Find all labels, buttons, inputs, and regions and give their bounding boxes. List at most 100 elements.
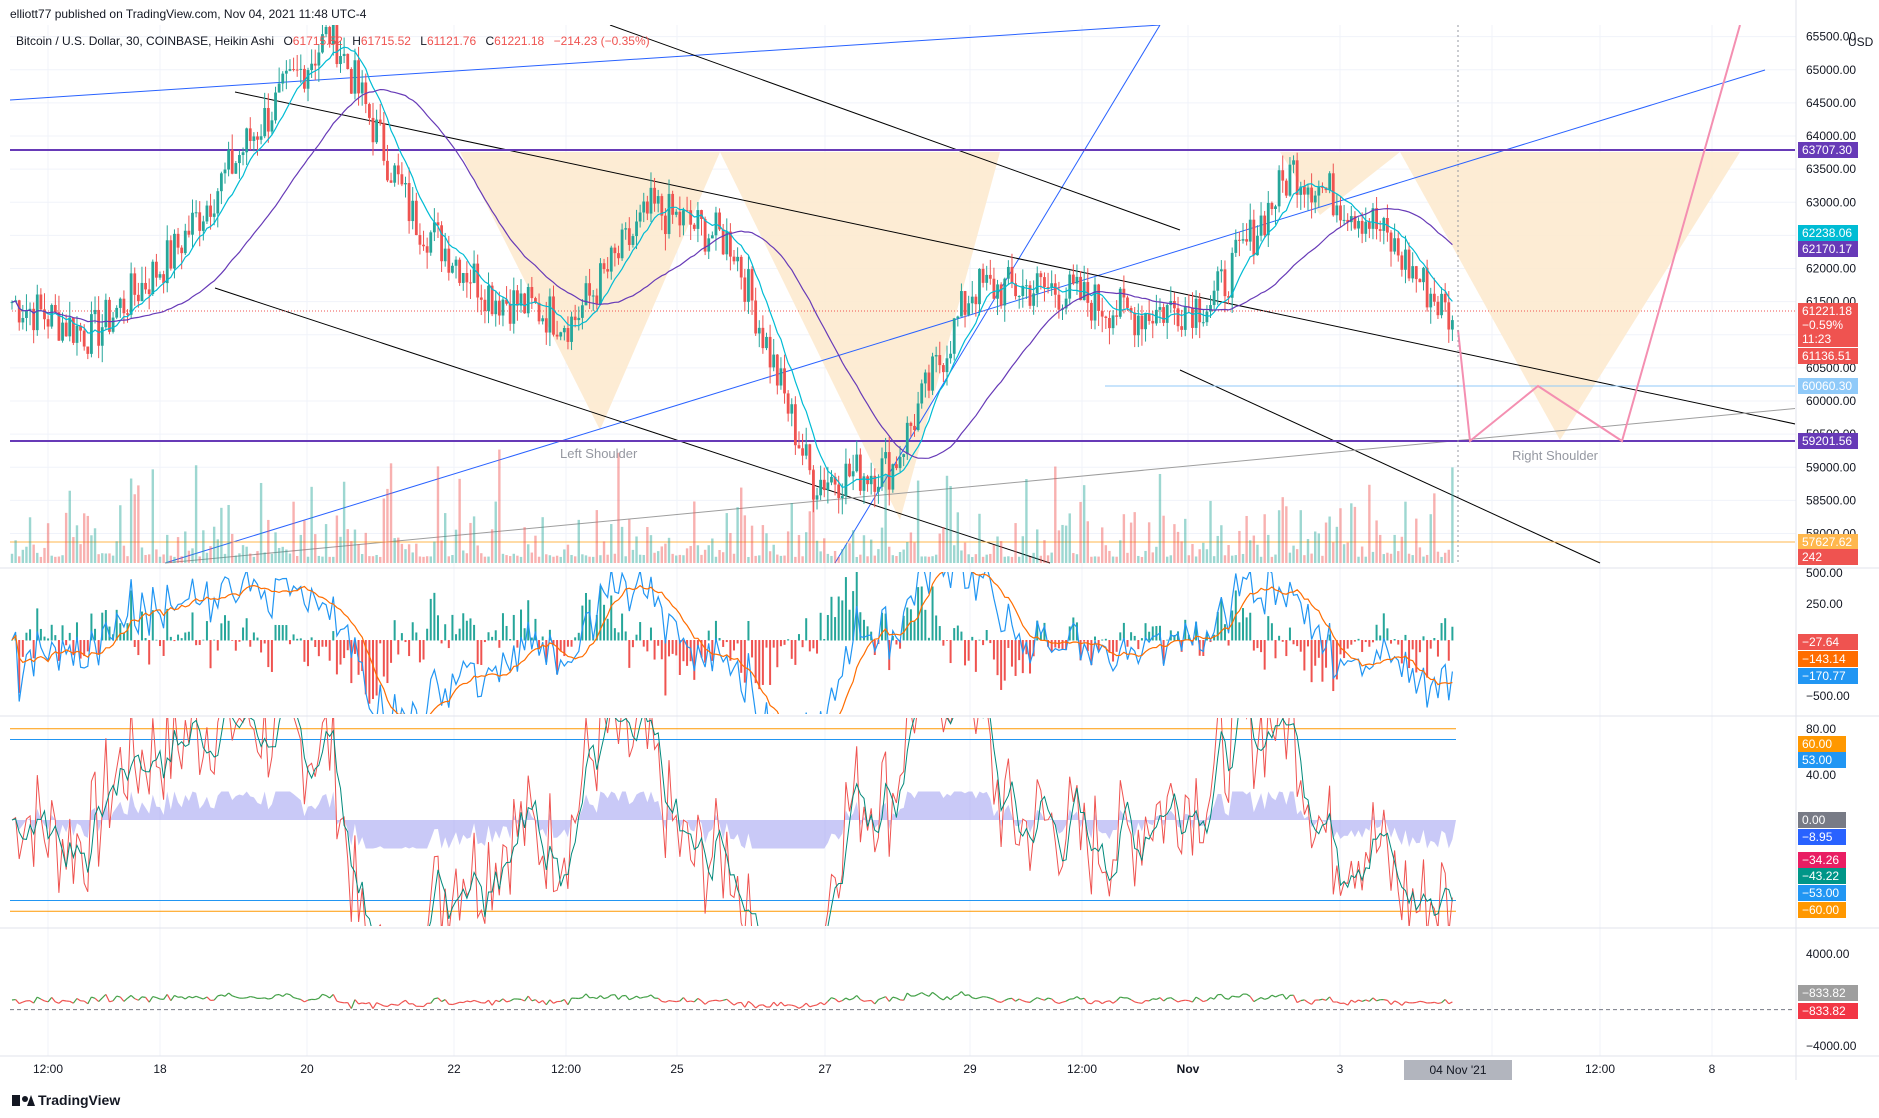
volume-bar xyxy=(573,556,577,563)
macd-histogram-bar xyxy=(812,640,815,649)
candle-body xyxy=(996,284,999,299)
volume-bar xyxy=(169,555,173,563)
macd-histogram-bar xyxy=(938,626,941,641)
macd-histogram-bar xyxy=(267,640,270,668)
macd-histogram-bar xyxy=(249,640,252,647)
price-badge xyxy=(1798,303,1858,319)
flow-line-segment xyxy=(354,999,360,1005)
tradingview-logo[interactable]: TradingView xyxy=(12,1092,120,1108)
macd-histogram-bar xyxy=(556,640,559,675)
macd-histogram-bar xyxy=(1086,640,1089,652)
flow-line-segment xyxy=(748,1000,753,1005)
candle-body xyxy=(887,452,891,490)
volume-bar xyxy=(339,536,342,563)
macd-histogram-bar xyxy=(119,623,122,641)
flow-line-segment xyxy=(964,994,969,997)
candle-body xyxy=(588,283,591,296)
flow-line-segment xyxy=(939,997,944,1001)
volume-bar xyxy=(1342,544,1346,563)
candle-body xyxy=(205,205,209,222)
flow-line-segment xyxy=(957,991,962,996)
flow-line-segment xyxy=(379,1003,385,1007)
volume-bar xyxy=(494,501,497,563)
flow-line-segment xyxy=(358,1002,363,1005)
volume-bar xyxy=(1137,555,1140,563)
macd-histogram-bar xyxy=(1115,640,1118,652)
price-badge-label: 62238.06 xyxy=(1802,226,1852,240)
volume-bar xyxy=(238,553,241,563)
candle-body xyxy=(277,83,281,93)
flow-line-segment xyxy=(1416,1000,1421,1004)
flow-line-segment xyxy=(683,997,688,1003)
macd-histogram-bar xyxy=(1130,632,1133,641)
macd-histogram-bar xyxy=(743,640,746,683)
candle-body xyxy=(90,314,93,354)
macd-histogram-bar xyxy=(238,640,241,642)
candle-body xyxy=(234,163,238,174)
candle-body xyxy=(898,456,902,469)
macd-histogram-bar xyxy=(895,640,898,645)
oscillator-badge-label: −43.22 xyxy=(1802,869,1839,883)
flow-line-segment xyxy=(304,999,309,1003)
volume-bar xyxy=(1324,522,1328,563)
flow-line-segment xyxy=(1148,998,1154,1002)
flow-line-segment xyxy=(22,1000,27,1003)
volume-bar xyxy=(924,556,927,563)
volume-bar xyxy=(368,556,371,563)
candle-body xyxy=(1173,301,1176,309)
volume-bar xyxy=(90,535,93,563)
volume-bar xyxy=(1386,552,1389,563)
low-value: 61121.76 xyxy=(427,34,476,48)
macd-histogram-bar xyxy=(1270,623,1273,641)
volume-bar xyxy=(754,555,757,563)
volume-bar xyxy=(895,556,898,563)
volume-bar xyxy=(1270,556,1274,563)
flow-line-segment xyxy=(1220,994,1226,999)
grey-neckline-slope xyxy=(164,407,1795,564)
volume-bar xyxy=(1378,534,1382,563)
macd-histogram-bar xyxy=(1216,611,1219,641)
macd-histogram-bar xyxy=(935,615,938,641)
volume-bar xyxy=(729,532,732,563)
candle-body xyxy=(129,273,133,315)
flow-line-segment xyxy=(297,997,301,1001)
macd-histogram-bar xyxy=(483,640,486,643)
right-shoulder-shape xyxy=(1400,152,1740,440)
volume-bar xyxy=(1122,514,1126,563)
price-badge-label: 62170.17 xyxy=(1802,242,1852,256)
flow-line-segment xyxy=(567,997,573,1006)
volume-bar xyxy=(1147,522,1151,563)
candle-body xyxy=(147,289,151,295)
candle-body xyxy=(1418,279,1422,283)
time-axis[interactable]: 12:0018202212:0025272912:00Nov314:0012:0… xyxy=(33,1060,1716,1080)
macd-histogram-bar xyxy=(487,632,490,641)
candle-body xyxy=(61,322,64,341)
flow-line-segment xyxy=(72,998,78,1004)
volume-bar xyxy=(350,541,353,563)
macd-histogram-bar xyxy=(1238,622,1241,641)
flow-line-segment xyxy=(1199,998,1204,1003)
macd-histogram-bar xyxy=(350,640,353,684)
macd-histogram-bar xyxy=(899,640,902,649)
candle-body xyxy=(1064,298,1068,309)
upper-black-trendline xyxy=(234,91,1795,425)
macd-histogram-bar xyxy=(584,592,587,641)
candle-body xyxy=(393,165,397,183)
flow-line-segment xyxy=(18,1001,24,1005)
macd-histogram-bar xyxy=(1249,612,1252,641)
flow-line-segment xyxy=(1159,997,1164,1002)
volume-bar xyxy=(841,549,844,563)
flow-line-segment xyxy=(1307,1001,1312,1005)
macd-histogram-bar xyxy=(184,632,187,641)
flow-line-segment xyxy=(148,996,154,1003)
price-axis[interactable]: 65500.0065000.0064500.0064000.0063500.00… xyxy=(1798,30,1858,1053)
flow-line-segment xyxy=(816,1002,821,1006)
volume-bar xyxy=(595,510,599,563)
macd-histogram-bar xyxy=(657,640,660,646)
candle-body xyxy=(266,107,270,132)
flow-line-segment xyxy=(538,1000,544,1004)
macd-badge xyxy=(1798,668,1858,684)
flow-line-segment xyxy=(596,995,601,1000)
candle-body xyxy=(241,152,245,156)
